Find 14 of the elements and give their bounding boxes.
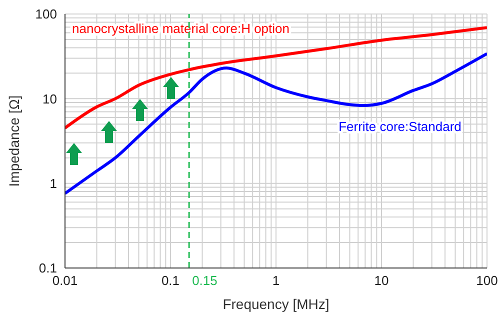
y-axis-title: Impedance [Ω] [6, 95, 22, 187]
x-tick-label: 0.01 [52, 273, 78, 288]
y-tick-label: 1 [50, 176, 57, 191]
series-label: nanocrystalline material core:H option [72, 21, 290, 36]
y-tick-label: 10 [42, 91, 57, 106]
x-tick-label: 1 [272, 273, 280, 288]
ref-line-label: 0.15 [192, 273, 218, 288]
x-tick-label: 100 [476, 273, 498, 288]
x-axis-title: Frequency [MHz] [222, 296, 330, 312]
x-tick-label: 0.1 [161, 273, 180, 288]
y-tick-label: 0.1 [38, 260, 57, 276]
x-tick-label: 10 [374, 273, 389, 288]
series-label: Ferrite core:Standard [338, 119, 462, 134]
y-tick-label: 100 [35, 6, 57, 22]
